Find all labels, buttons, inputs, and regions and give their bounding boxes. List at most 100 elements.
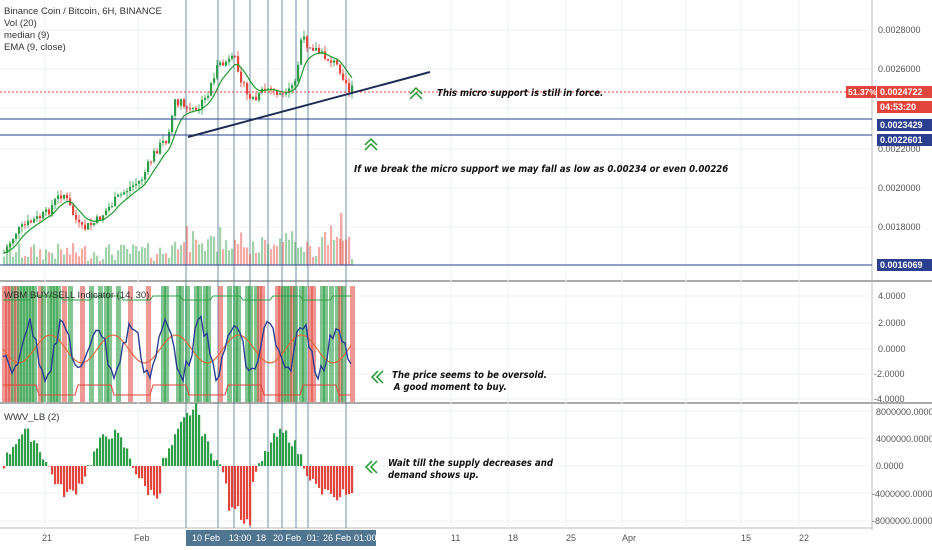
volume-bar (114, 259, 117, 265)
candle-body (246, 83, 249, 95)
volume-bar (186, 226, 189, 265)
highlighted-date[interactable]: 10 Feb '19 (186, 530, 226, 550)
volume-bar (258, 252, 261, 265)
volume-bar (243, 247, 246, 265)
candle-body (324, 51, 327, 59)
wbm-legend[interactable]: WBM BUY/SELL Indicator (14, 30) (4, 290, 150, 301)
candle-body (93, 223, 96, 226)
wwv-bar (93, 451, 96, 466)
wwv-tick: 0.0000 (876, 461, 904, 471)
wwv-bar (168, 448, 171, 466)
wbm-buy-bar (104, 286, 109, 402)
volume-bar (36, 256, 39, 265)
time-tick: 11 (451, 533, 461, 543)
wwv-bar (270, 442, 273, 466)
volume-bar (222, 249, 225, 265)
wwv-bar (111, 438, 114, 466)
wbm-buy-bar (245, 286, 250, 402)
volume-bar (153, 260, 156, 265)
candle-body (141, 179, 144, 181)
wwv-bar (282, 432, 285, 466)
wwv-bar (249, 466, 252, 526)
wwv-bar (6, 452, 9, 466)
volume-bar (294, 242, 297, 265)
candle-body (3, 252, 6, 254)
volume-bar (63, 254, 66, 265)
volume-bar (339, 238, 342, 265)
candle-body (105, 210, 108, 216)
symbol-title[interactable]: Binance Coin / Bitcoin, 6H, BINANCE (4, 6, 162, 17)
wbm-buy-bar (179, 286, 184, 402)
highlighted-date[interactable]: 01:00 (354, 530, 377, 546)
candle-body (333, 60, 336, 63)
highlighted-date[interactable]: 26 Feb '19 (320, 530, 354, 550)
candle-body (123, 192, 126, 195)
wbm-signal-line (2, 334, 352, 364)
candle-body (48, 209, 51, 215)
volume-bar (318, 246, 321, 265)
highlighted-date[interactable]: 01: (306, 530, 320, 546)
wwv-bar (345, 466, 348, 495)
candle-body (306, 36, 309, 48)
vol-legend[interactable]: Vol (20) (4, 18, 37, 29)
wwv-bar (237, 466, 240, 507)
candle-body (177, 99, 180, 106)
highlighted-date[interactable]: 13:00 (226, 530, 254, 546)
wbm-buy-bar (56, 286, 61, 402)
wwv-bar (177, 428, 180, 466)
volume-bar (141, 246, 144, 265)
chevron-left-icon (370, 370, 384, 384)
volume-bar (228, 250, 231, 265)
wwv-bar (153, 466, 156, 496)
highlighted-date[interactable]: 18 (254, 530, 268, 546)
candle-body (303, 36, 306, 40)
wwv-bar (165, 457, 168, 466)
micro-support-trendline[interactable] (187, 71, 431, 138)
volume-bar (93, 252, 96, 265)
volume-bar (231, 248, 234, 265)
volume-bar (291, 231, 294, 265)
volume-bar (12, 256, 15, 265)
volume-bar (99, 260, 102, 265)
volume-bar (288, 239, 291, 265)
candle-body (33, 218, 36, 223)
wwv-bar (222, 466, 225, 473)
candle-body (339, 64, 342, 74)
candle-body (171, 115, 174, 132)
wwv-legend[interactable]: WWV_LB (2) (4, 412, 60, 423)
candle-body (201, 99, 204, 109)
wwv-bar (261, 461, 264, 466)
candle-body (42, 211, 45, 219)
candle-body (189, 108, 192, 110)
annotation-micro-support[interactable]: This micro support is still in force. (437, 88, 604, 99)
wwv-bar (291, 446, 294, 466)
median-legend[interactable]: median (9) (4, 30, 50, 41)
wwv-bar (192, 409, 195, 466)
candle-body (195, 107, 198, 110)
wwv-bar (285, 430, 288, 466)
annotation-break-support[interactable]: If we break the micro support we may fal… (354, 164, 729, 175)
candle-body (174, 99, 177, 116)
candle-body (186, 106, 189, 109)
wbm-buy-bar (302, 286, 307, 402)
ema-legend[interactable]: EMA (9, close) (4, 42, 66, 53)
highlighted-date[interactable]: 20 Feb '19 (268, 530, 306, 550)
annotation-oversold[interactable]: The price seems to be oversold. A good m… (392, 370, 547, 394)
volume-bar (270, 249, 273, 265)
annotation-supply[interactable]: Wait till the supply decreases and deman… (388, 458, 553, 482)
wwv-bar (207, 441, 210, 466)
candle-body (300, 39, 303, 65)
candle-body (138, 180, 141, 184)
wwv-bar (96, 448, 99, 466)
wbm-buy-bar (116, 286, 121, 402)
wwv-bar (258, 463, 261, 466)
wbm-buy-bar (281, 286, 286, 402)
candle-body (219, 62, 222, 66)
volume-bar (84, 246, 87, 265)
candle-body (351, 85, 354, 93)
wbm-buy-bar (50, 286, 55, 402)
candle-body (114, 196, 117, 207)
volume-bar (234, 239, 237, 265)
